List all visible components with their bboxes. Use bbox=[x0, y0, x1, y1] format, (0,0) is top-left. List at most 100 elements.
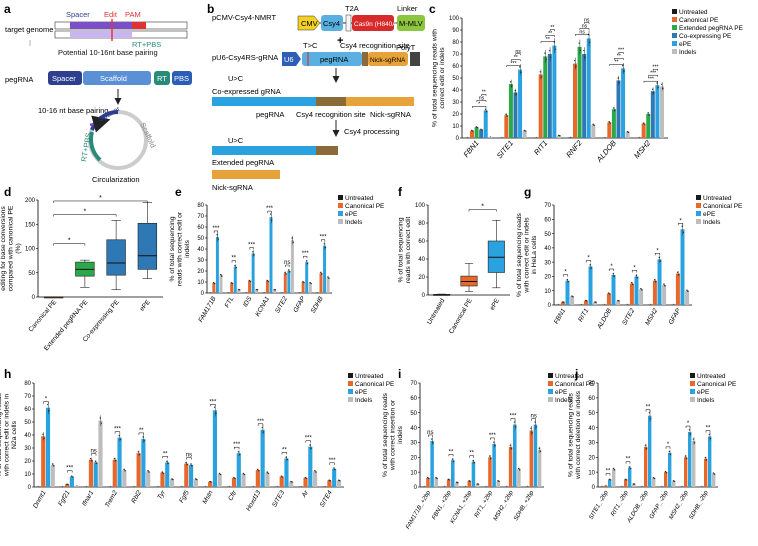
bar-epe bbox=[533, 424, 538, 487]
bar-indels bbox=[672, 481, 676, 487]
legend-entry: Canonical PE bbox=[679, 17, 719, 24]
pegrna-pbs-label: PBS bbox=[174, 74, 189, 83]
data-dot bbox=[524, 130, 527, 132]
sig-bracket bbox=[321, 239, 326, 242]
category-label: KCNA1 bbox=[254, 295, 271, 318]
bar-indels bbox=[434, 478, 438, 487]
sig-label: * bbox=[68, 238, 71, 245]
y-tick-label: 60 bbox=[452, 64, 459, 70]
bar-indels bbox=[50, 464, 55, 487]
sig-label: *** bbox=[212, 226, 220, 232]
sig-bracket bbox=[234, 446, 240, 450]
category-label: RIT1_-2bp bbox=[610, 489, 630, 517]
data-dot bbox=[705, 459, 708, 461]
data-dot bbox=[287, 269, 290, 271]
sig-bracket bbox=[510, 59, 521, 62]
category-label: ePE bbox=[139, 298, 153, 312]
bar-epe bbox=[451, 460, 455, 487]
data-dot bbox=[214, 282, 216, 285]
y-tick-label: 60 bbox=[544, 217, 551, 223]
sig-label: ** bbox=[626, 457, 631, 463]
y-tick-label: 20 bbox=[544, 275, 551, 281]
pam-region bbox=[132, 22, 146, 29]
bar-canonical-pe bbox=[231, 477, 237, 487]
y-axis-label: % of total sequencing reads bbox=[0, 392, 3, 476]
data-dot bbox=[218, 472, 221, 475]
sig-label: *** bbox=[329, 458, 337, 464]
data-dot bbox=[216, 233, 218, 236]
data-dot bbox=[657, 86, 659, 89]
legend-entry: Indels bbox=[703, 219, 721, 226]
bar-canonical-pe bbox=[327, 480, 332, 487]
y-axis-label: editing for base conversions bbox=[0, 206, 7, 291]
bar-canonical-pe bbox=[538, 74, 543, 138]
cas9-label: Cas9n (H840A) bbox=[354, 21, 399, 28]
y-tick-label: 50 bbox=[24, 420, 31, 426]
y-axis-label: % of total sequencing reads bbox=[382, 392, 389, 476]
sig-label: ** bbox=[550, 25, 554, 31]
bar-epe bbox=[287, 271, 291, 293]
data-dot bbox=[233, 476, 235, 479]
y-tick-label: 200 bbox=[25, 198, 36, 204]
data-dot bbox=[291, 237, 293, 239]
bar-epe bbox=[648, 415, 652, 487]
data-dot bbox=[659, 260, 662, 262]
data-dot bbox=[664, 470, 667, 473]
bar-indels bbox=[237, 289, 241, 293]
data-dot bbox=[51, 463, 54, 465]
y-tick-label: 0 bbox=[414, 485, 418, 491]
y-tick-label: 60 bbox=[24, 407, 31, 413]
data-dot bbox=[632, 283, 634, 286]
data-dot bbox=[215, 412, 217, 415]
category-label: RIT1_+2bp bbox=[474, 489, 494, 518]
sig-label: * bbox=[633, 265, 636, 271]
data-dot bbox=[531, 432, 533, 434]
y-axis-label: % of total sequencing reads bbox=[516, 212, 523, 296]
bar-indels bbox=[169, 479, 175, 487]
category-label: FAM171B_+2bp bbox=[405, 489, 432, 530]
data-dot bbox=[167, 462, 169, 464]
sig-label: ** bbox=[139, 428, 144, 434]
data-dot bbox=[100, 422, 103, 425]
data-dot bbox=[305, 477, 308, 479]
data-dot bbox=[649, 417, 652, 420]
sig-label: *** bbox=[650, 70, 656, 76]
data-dot bbox=[303, 281, 305, 284]
data-dot bbox=[302, 280, 304, 283]
sig-label: * bbox=[679, 218, 682, 224]
data-dot bbox=[513, 421, 516, 423]
bar-epe bbox=[518, 69, 523, 138]
y-tick-label: 20 bbox=[588, 455, 595, 461]
data-dot bbox=[658, 256, 660, 259]
data-dot bbox=[328, 277, 330, 279]
y-tick-label: 80 bbox=[197, 203, 204, 209]
bar-indels bbox=[556, 135, 561, 138]
data-dot bbox=[426, 477, 429, 479]
sig-bracket bbox=[584, 22, 590, 24]
y-tick-label: 20 bbox=[410, 455, 417, 461]
sig-bracket bbox=[186, 457, 192, 460]
sig-label: *** bbox=[66, 466, 74, 472]
data-dot bbox=[472, 460, 474, 462]
construct1-label: pCMV-Csy4-NMRT bbox=[212, 13, 276, 22]
u6-promoter bbox=[282, 52, 301, 66]
y-axis-label: compared with canonical PE bbox=[8, 205, 15, 291]
y-tick-label: 10 bbox=[588, 470, 595, 476]
y-axis-label: with correct deletion or indels bbox=[575, 390, 582, 480]
y-tick-label: 0 bbox=[548, 303, 552, 309]
data-dot bbox=[519, 469, 521, 471]
data-dot bbox=[563, 301, 565, 303]
data-dot bbox=[614, 109, 616, 112]
sig-bracket bbox=[645, 409, 651, 412]
data-dot bbox=[72, 476, 74, 478]
data-dot bbox=[627, 131, 630, 133]
data-dot bbox=[143, 440, 145, 442]
data-dot bbox=[171, 478, 173, 480]
rt-pbs-label: RT+PBS bbox=[132, 40, 161, 49]
data-dot bbox=[428, 477, 430, 480]
data-dot bbox=[593, 124, 595, 127]
data-dot bbox=[712, 472, 715, 474]
y-tick-label: 50 bbox=[410, 411, 417, 417]
category-label: Mstn bbox=[201, 489, 214, 505]
